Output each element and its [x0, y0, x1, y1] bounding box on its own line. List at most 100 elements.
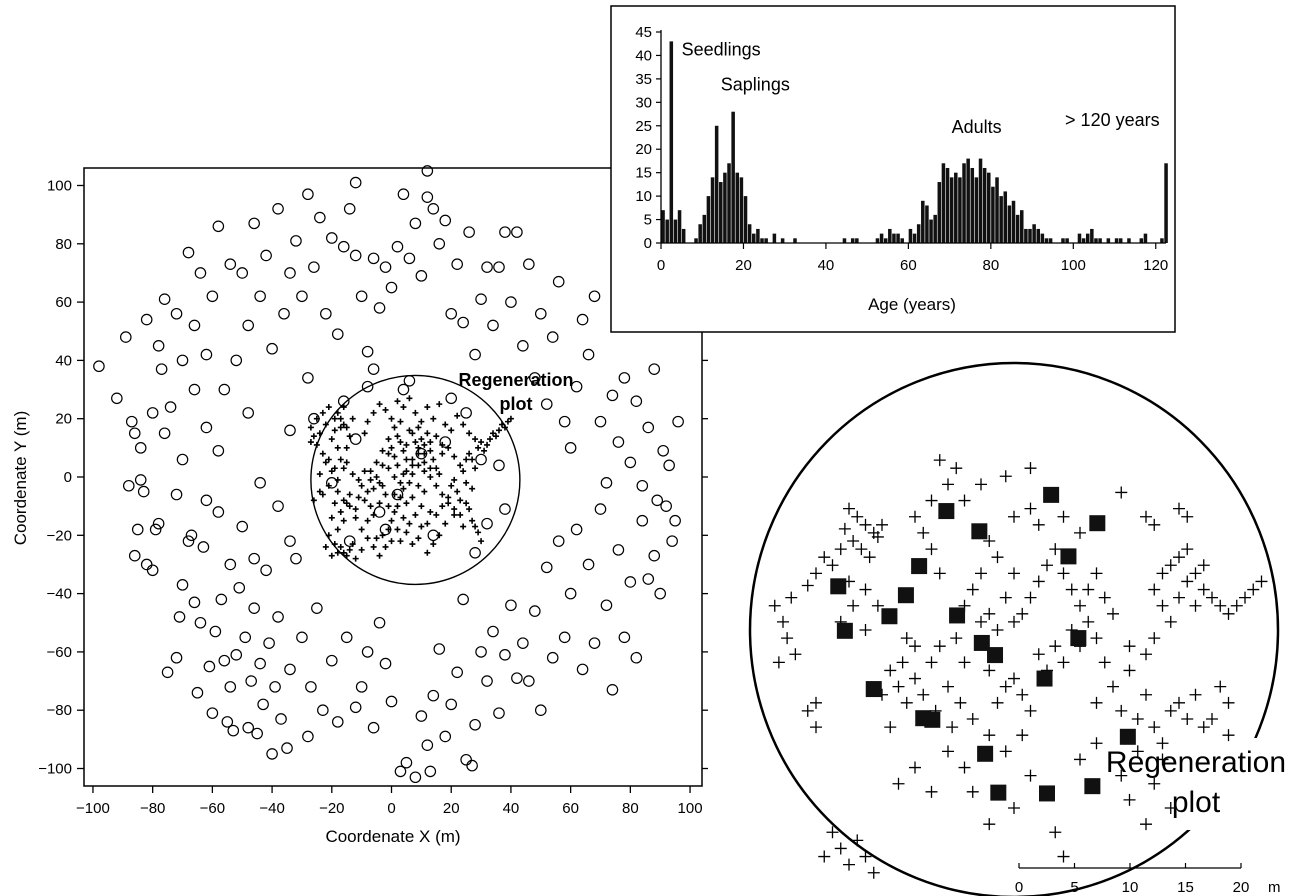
adult-tree-point [236, 267, 249, 279]
regeneration-point [400, 471, 407, 478]
seedling-point [871, 599, 884, 612]
adult-tree-point [469, 348, 481, 361]
adult-tree-point [424, 765, 437, 778]
regeneration-point [340, 404, 347, 411]
seedling-point [1140, 510, 1152, 523]
regeneration-point [478, 439, 485, 446]
regeneration-point [421, 468, 428, 475]
regeneration-point [331, 541, 338, 548]
regeneration-point [397, 494, 404, 501]
regeneration-point [340, 421, 347, 428]
histogram-annotation: > 120 years [1065, 110, 1160, 130]
adult-tree-point [140, 558, 153, 571]
seedling-point [1131, 713, 1144, 725]
stand-map-panel: −100 −80 −60 −40 −20 0 20 40 60 80 100 −100−80−60−… [11, 165, 708, 846]
seedling-point [1008, 510, 1020, 523]
adult-tree-point [361, 380, 374, 393]
adult-tree-point [460, 407, 472, 419]
age-bar [991, 186, 995, 243]
adult-tree-point [340, 631, 353, 644]
seedling-point [1148, 583, 1161, 596]
seedling-point [1107, 607, 1119, 620]
adult-tree-point [523, 675, 535, 687]
age-bar [727, 163, 731, 243]
regeneration-point [319, 450, 326, 457]
regeneration-point [310, 497, 317, 504]
sapling-point [1060, 548, 1077, 565]
regeneration-point [379, 532, 386, 539]
age-bar [883, 238, 888, 243]
seedling-point [871, 530, 884, 543]
regeneration-point [406, 427, 413, 434]
y-tick-label: 35 [635, 71, 652, 88]
adult-tree-point [517, 340, 529, 352]
regeneration-point [331, 427, 338, 434]
adult-tree-point [227, 724, 240, 737]
y-tick-label: −80 [47, 702, 72, 719]
seedling-markers [768, 454, 1268, 879]
seedling-point [768, 599, 781, 612]
seedling-point [983, 664, 996, 677]
seedling-point [1115, 486, 1128, 499]
regeneration-point [427, 439, 434, 446]
age-bar [1139, 238, 1144, 243]
adult-tree-point [197, 541, 210, 553]
adult-tree-point [385, 695, 398, 708]
seedling-point [925, 785, 938, 798]
seedling-point [785, 591, 798, 604]
seedling-point [1008, 567, 1020, 580]
seedling-point [826, 826, 839, 839]
age-bar [780, 238, 785, 243]
regeneration-point [394, 462, 401, 469]
regeneration-point [385, 526, 392, 533]
adult-tree-point [131, 523, 144, 536]
adult-tree-point [215, 593, 228, 606]
age-histogram-annotations: Seedlings Saplings Adults > 120 years [682, 39, 1160, 136]
regeneration-point [472, 436, 479, 443]
adult-tree-point [433, 643, 446, 655]
adult-tree-point [529, 372, 541, 384]
age-bar [995, 177, 999, 243]
adult-tree-point [230, 354, 243, 367]
regeneration-point [504, 418, 511, 425]
age-bar [719, 182, 723, 243]
regeneration-point [409, 462, 416, 469]
seedling-point [999, 745, 1012, 758]
regeneration-point [436, 532, 443, 539]
adult-tree-point [421, 739, 434, 751]
scale-bar-label: 15 [1177, 879, 1194, 896]
regeneration-point [340, 517, 347, 524]
seedling-point [1148, 721, 1161, 734]
adult-tree-point [331, 328, 344, 340]
age-bar [912, 233, 917, 243]
seedling-point [1123, 793, 1136, 806]
seedling-point [1222, 607, 1235, 620]
adult-tree-markers [93, 165, 684, 784]
age-bar [702, 214, 707, 243]
adult-tree-point [397, 188, 410, 201]
seedling-point [884, 664, 897, 677]
seedling-point [855, 543, 868, 556]
adult-tree-point [624, 456, 637, 469]
sapling-point [1039, 785, 1055, 802]
regeneration-point [427, 447, 434, 454]
adult-tree-point [427, 689, 440, 702]
seedling-point [909, 672, 921, 685]
y-tick-label: 100 [47, 177, 72, 194]
regeneration-point [460, 468, 467, 475]
adult-tree-point [487, 319, 499, 332]
regeneration-point [334, 526, 341, 533]
y-tick-label: −40 [47, 586, 72, 603]
adult-tree-point [612, 436, 625, 448]
adult-tree-point [663, 459, 675, 472]
adult-tree-point [367, 721, 380, 734]
seedling-point [851, 510, 864, 523]
age-bar [925, 205, 929, 243]
y-tick-label: 40 [635, 47, 652, 64]
age-bar [747, 224, 752, 243]
adult-tree-point [182, 535, 195, 547]
adult-tree-point [161, 666, 174, 679]
adult-tree-point [397, 383, 410, 396]
seedling-point [900, 696, 913, 709]
adult-tree-point [260, 564, 272, 577]
